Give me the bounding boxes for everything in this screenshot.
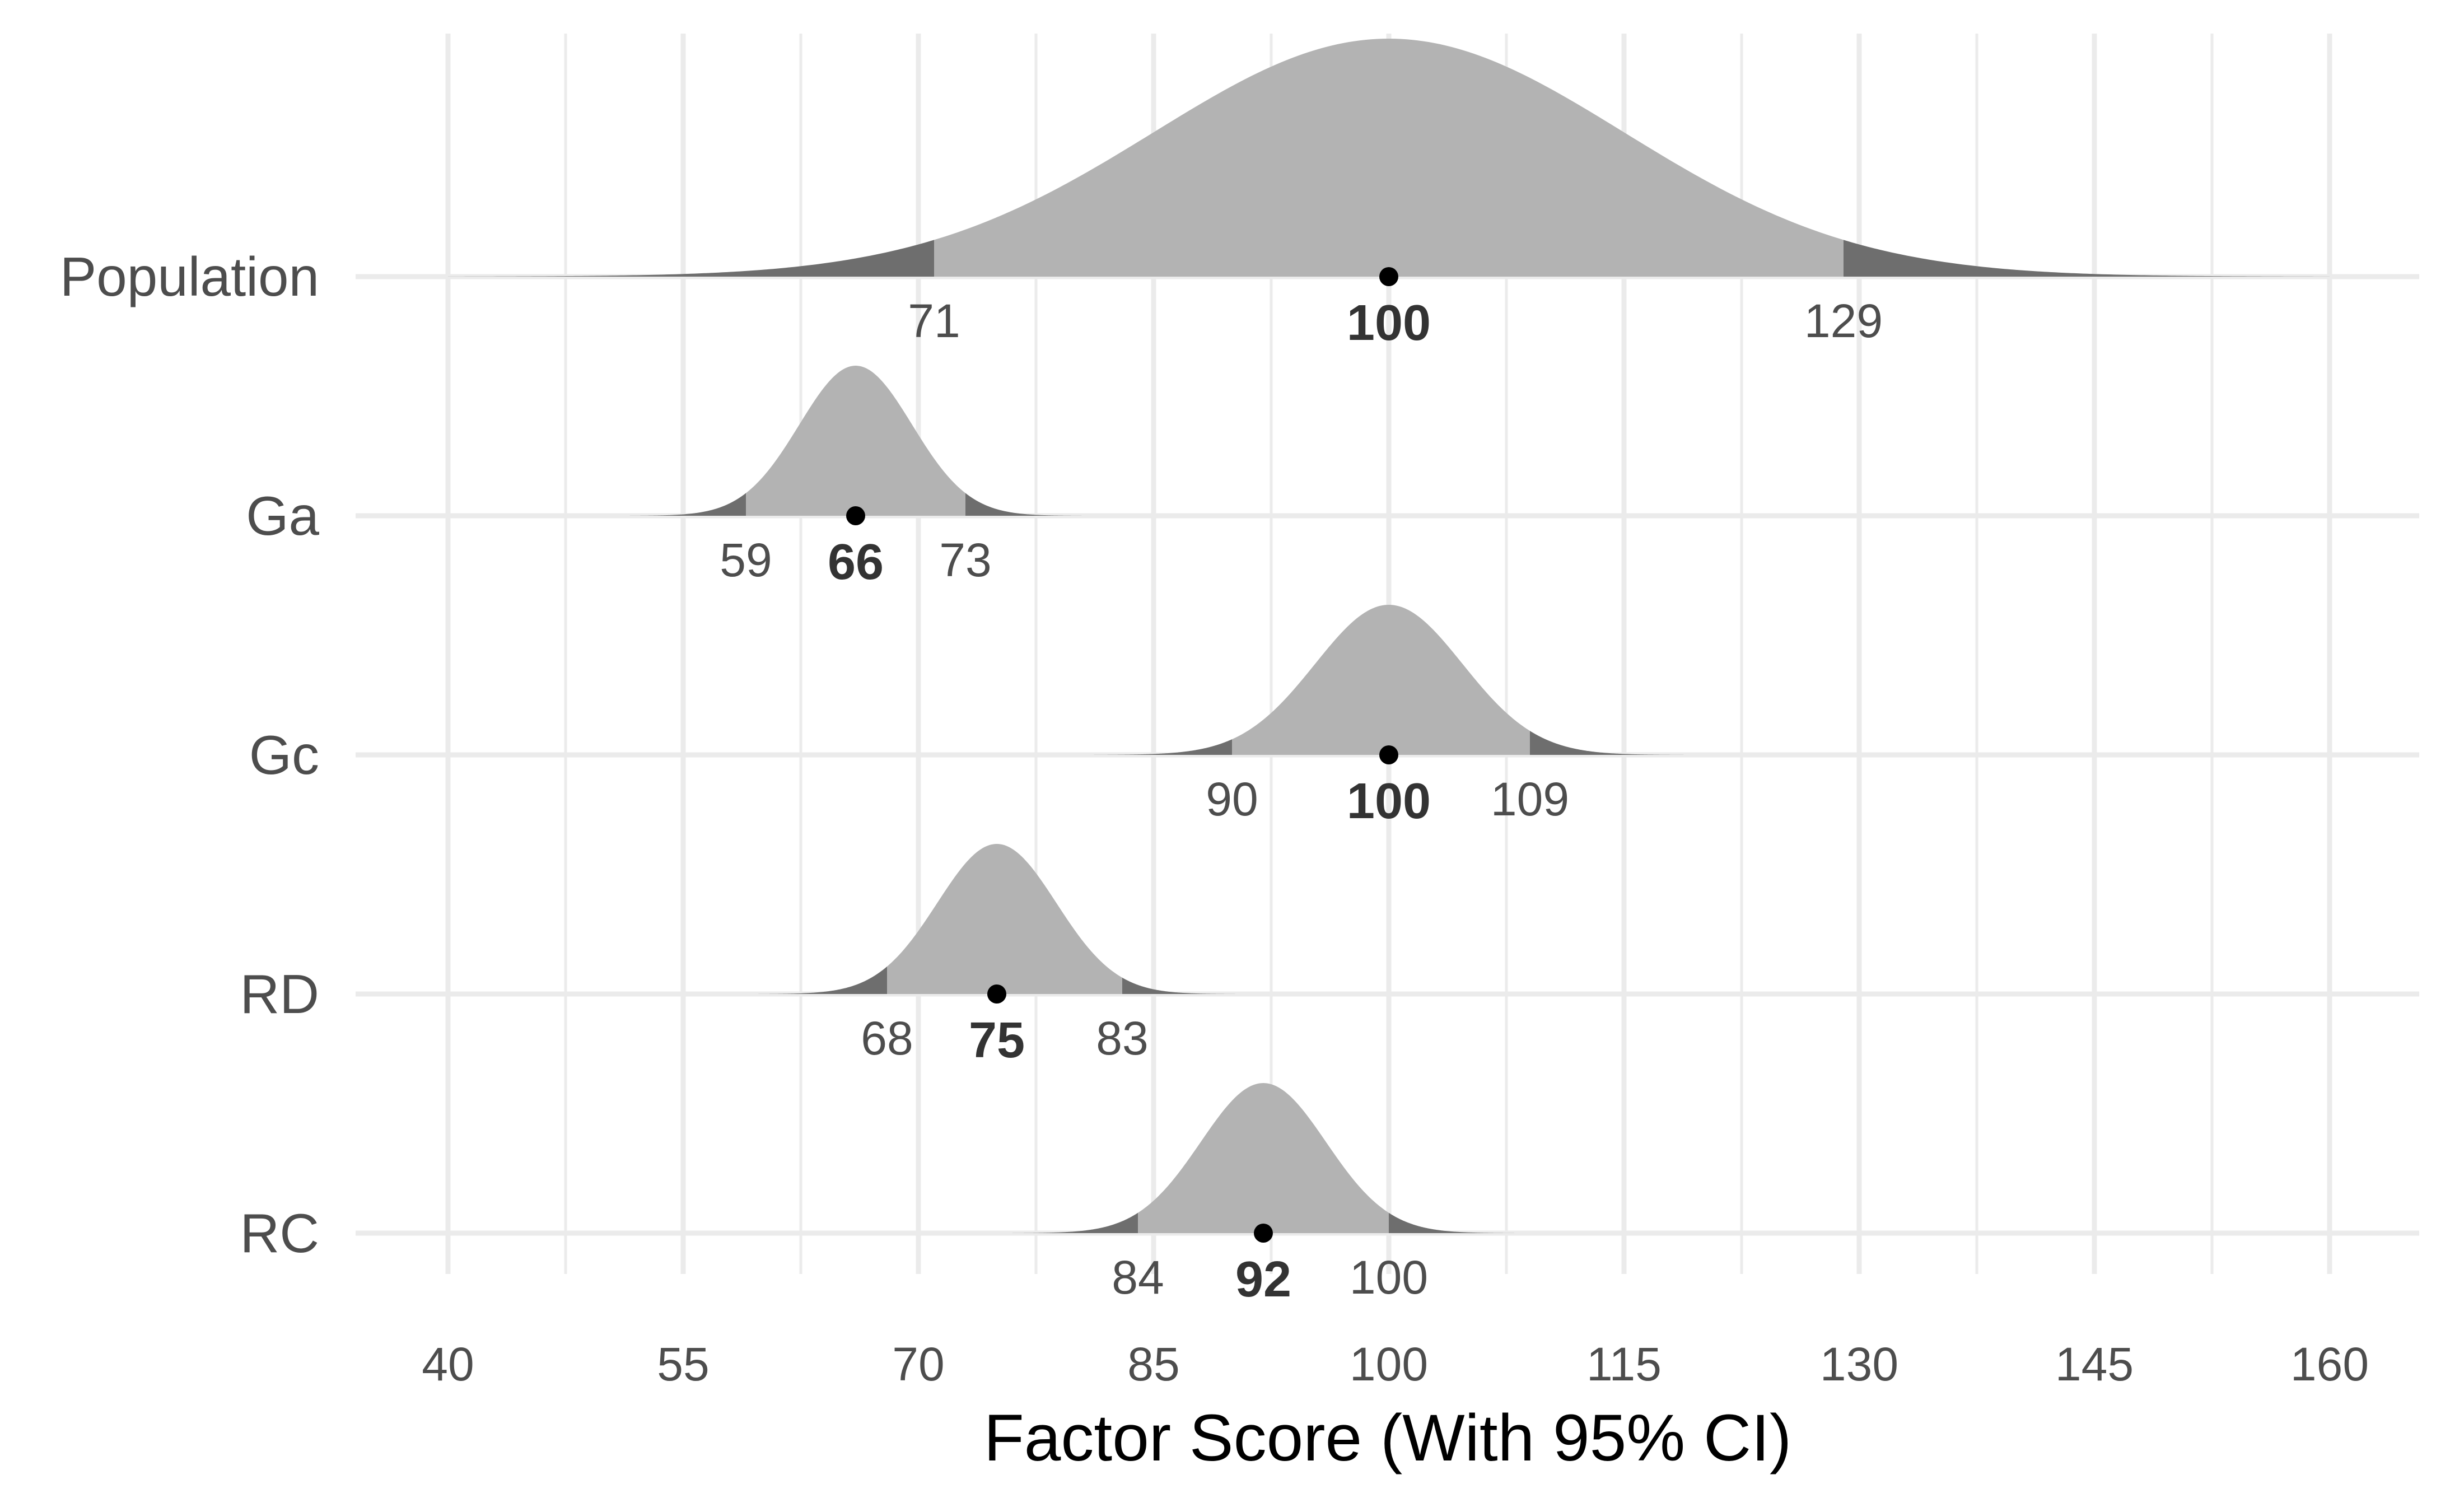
x-tick-label: 85 <box>1127 1338 1179 1390</box>
score-point <box>1254 1224 1273 1243</box>
category-label: RD <box>240 963 319 1025</box>
density-ci-region <box>887 844 1122 994</box>
x-tick-label: 40 <box>422 1338 474 1390</box>
density-upper-tail <box>1389 1212 1514 1233</box>
density-ci-region <box>1232 605 1530 755</box>
ci-lower-label: 84 <box>1112 1251 1164 1304</box>
density-ci-region <box>1138 1083 1389 1233</box>
ci-lower-label: 90 <box>1206 773 1258 825</box>
density-ci-region <box>746 366 965 516</box>
ci-upper-label: 73 <box>939 534 991 586</box>
score-point <box>1379 267 1398 286</box>
density-upper-tail <box>1530 731 1684 755</box>
category-label: Gc <box>249 724 319 786</box>
x-tick-label: 130 <box>1820 1338 1898 1390</box>
score-label: 92 <box>1235 1252 1291 1308</box>
x-tick-label: 145 <box>2055 1338 2134 1390</box>
density-rc <box>1012 1083 1514 1243</box>
density-lower-tail <box>629 493 746 516</box>
x-axis-label: Factor Score (With 95% CI) <box>984 1401 1792 1475</box>
ci-upper-label: 100 <box>1350 1251 1428 1304</box>
ci-upper-label: 83 <box>1096 1012 1148 1065</box>
density-rd <box>758 844 1235 1004</box>
score-label: 75 <box>969 1012 1025 1068</box>
score-point <box>987 984 1006 1004</box>
density-upper-tail <box>965 493 1082 516</box>
score-label: 100 <box>1347 773 1431 829</box>
ci-upper-label: 109 <box>1491 773 1569 825</box>
density-lower-tail <box>1012 1212 1138 1233</box>
density-gc <box>1094 605 1684 764</box>
ci-lower-label: 71 <box>908 295 960 347</box>
x-tick-label: 70 <box>892 1338 944 1390</box>
density-ci-region <box>934 39 1844 277</box>
density-lower-tail <box>448 240 934 277</box>
x-tick-label: 160 <box>2290 1338 2369 1390</box>
x-tick-label: 100 <box>1350 1338 1428 1390</box>
density-population <box>448 39 2330 286</box>
ci-lower-label: 68 <box>861 1012 913 1065</box>
data-labels: 71 100 129 59 66 73 90 100 109 68 75 83 84 92 100 <box>720 295 1883 1308</box>
density-lower-tail <box>758 966 887 994</box>
category-label: Population <box>60 246 319 307</box>
ci-upper-label: 129 <box>1804 295 1883 347</box>
score-label: 66 <box>828 534 884 590</box>
x-tick-label: 55 <box>657 1338 709 1390</box>
ci-lower-label: 59 <box>720 534 772 586</box>
score-label: 100 <box>1347 295 1431 351</box>
score-point <box>1379 745 1398 764</box>
x-tick-label: 115 <box>1586 1338 1662 1390</box>
category-label: Ga <box>246 485 319 547</box>
density-upper-tail <box>1844 240 2330 277</box>
density-upper-tail <box>1122 977 1235 994</box>
x-axis: Population Ga Gc RD RC 40 55 70 85 100 115 130 145 16… <box>60 246 2369 1390</box>
density-lower-tail <box>1094 739 1232 755</box>
density-ga <box>629 366 1082 525</box>
score-point <box>846 506 865 525</box>
density-curves <box>448 39 2330 1243</box>
category-label: RC <box>240 1202 319 1264</box>
